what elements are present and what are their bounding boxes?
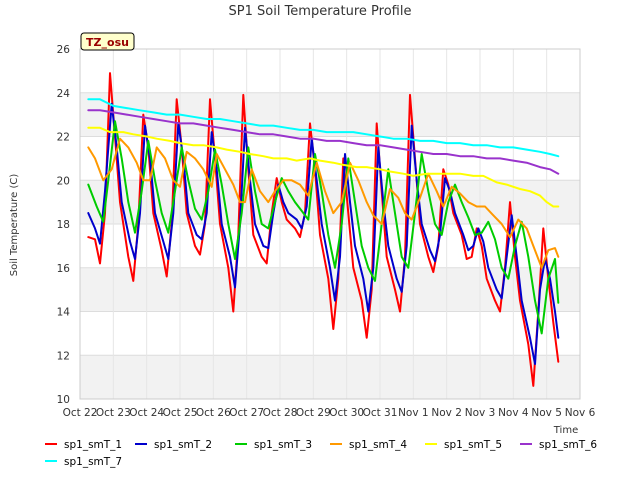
y-tick-label: 12 [57,350,70,362]
plot-band [80,92,580,137]
tz-badge-label: TZ_osu [86,36,129,49]
y-axis-ticks: 10 12 14 16 18 20 22 24 26 [57,44,71,406]
chart-title: SP1 Soil Temperature Profile [229,4,412,19]
series-line-sp1_smT_7 [87,98,560,158]
x-tick-label: Nov 2 [431,407,462,419]
y-tick-label: 22 [57,132,70,144]
series-line-sp1_smT_4 [87,137,560,269]
x-tick-label: Oct 23 [96,407,131,419]
legend-label-sp1_smT_4: sp1_smT_4 [349,439,407,451]
legend-label-sp1_smT_6: sp1_smT_6 [539,439,597,451]
series-lines [87,72,560,387]
y-tick-label: 16 [57,263,71,275]
y-tick-label: 10 [57,394,70,406]
legend-label-sp1_smT_2: sp1_smT_2 [154,439,212,451]
x-tick-label: Oct 29 [296,407,331,419]
x-tick-label: Nov 3 [465,407,496,419]
x-tick-label: Oct 30 [329,407,364,419]
x-tick-label: Oct 28 [263,407,298,419]
y-tick-label: 24 [57,88,71,100]
y-tick-label: 20 [57,175,70,187]
y-tick-label: 18 [57,219,70,231]
x-axis-label: Time [553,425,578,436]
legend: sp1_smT_1 sp1_smT_2 sp1_smT_3 sp1_smT_4 sp1_… [45,439,597,468]
series-line-sp1_smT_1 [87,72,560,387]
series-line-sp1_smT_6 [87,109,560,175]
legend-label-sp1_smT_1: sp1_smT_1 [64,439,122,451]
x-tick-label: Nov 5 [531,407,562,419]
tz-badge-box [80,32,135,51]
x-tick-label: Oct 22 [63,407,98,419]
y-axis-label: Soil Temperature (C) [9,174,20,277]
x-tick-label: Oct 26 [196,407,231,419]
series-line-sp1_smT_5 [87,126,560,208]
x-tick-label: Oct 25 [163,407,198,419]
series-line-sp1_smT_2 [87,102,560,365]
series-line-sp1_smT_3 [87,120,560,335]
x-tick-label: Nov 6 [565,407,596,419]
x-tick-label: Nov 4 [498,407,529,419]
x-tick-label: Oct 31 [363,407,398,419]
x-tick-label: Oct 27 [229,407,264,419]
x-tick-label: Oct 24 [129,407,164,419]
legend-label-sp1_smT_7: sp1_smT_7 [64,456,122,468]
y-tick-label: 14 [57,307,71,319]
axes [79,48,581,400]
x-tick-label: Nov 1 [398,407,429,419]
plot-band [80,355,580,399]
legend-label-sp1_smT_5: sp1_smT_5 [444,439,502,451]
y-tick-label: 26 [57,44,71,56]
tz-badge: TZ_osu [80,32,135,51]
legend-label-sp1_smT_3: sp1_smT_3 [254,439,312,451]
plot-border [79,48,581,400]
